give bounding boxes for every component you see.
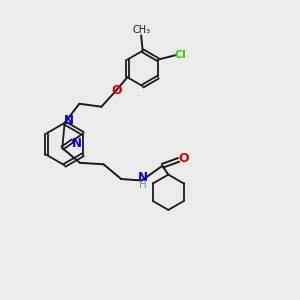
Text: H: H [140, 181, 147, 190]
Text: N: N [71, 137, 82, 150]
Text: O: O [111, 84, 122, 97]
Text: CH₃: CH₃ [132, 25, 150, 35]
Text: O: O [178, 152, 189, 165]
Text: N: N [63, 114, 74, 127]
Text: Cl: Cl [175, 50, 187, 60]
Text: N: N [138, 171, 148, 184]
